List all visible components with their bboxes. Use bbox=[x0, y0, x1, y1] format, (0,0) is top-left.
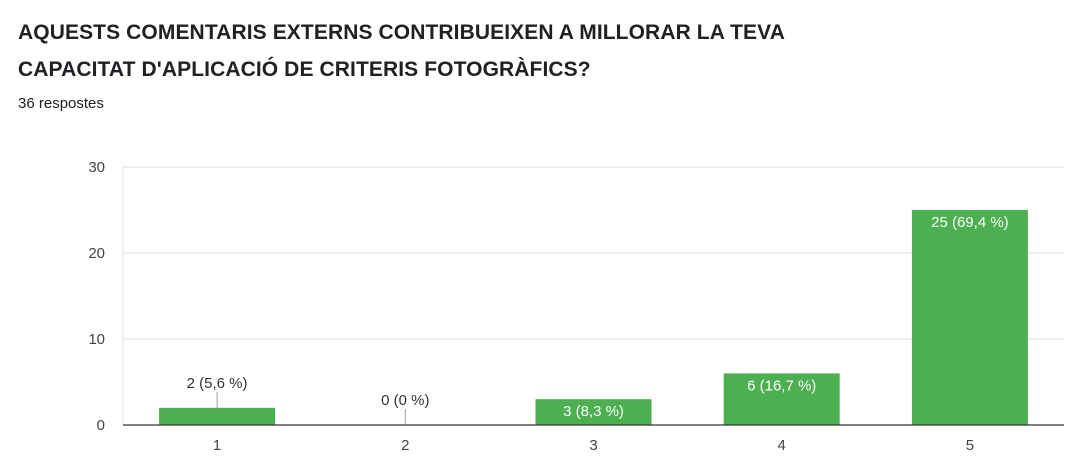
question-title: AQUESTS COMENTARIS EXTERNS CONTRIBUEIXEN… bbox=[18, 14, 1018, 88]
x-tick-label: 2 bbox=[401, 437, 409, 454]
x-tick-label: 1 bbox=[213, 437, 221, 454]
question-title-line-1: AQUESTS COMENTARIS EXTERNS CONTRIBUEIXEN… bbox=[18, 21, 785, 44]
data-label: 0 (0 %) bbox=[381, 392, 429, 409]
question-title-line-2: CAPACITAT D'APLICACIÓ DE CRITERIS FOTOGR… bbox=[18, 58, 591, 81]
data-label: 3 (8,3 %) bbox=[563, 403, 624, 420]
x-tick-label: 4 bbox=[778, 437, 786, 454]
data-label: 2 (5,6 %) bbox=[187, 375, 248, 392]
y-tick-label: 30 bbox=[88, 159, 105, 176]
y-tick-label: 10 bbox=[88, 331, 105, 348]
x-tick-label: 5 bbox=[966, 437, 974, 454]
bar bbox=[911, 210, 1028, 425]
bar bbox=[723, 373, 840, 425]
response-count: 36 respostes bbox=[18, 95, 104, 112]
y-tick-label: 0 bbox=[97, 417, 105, 434]
y-tick-label: 20 bbox=[88, 245, 105, 262]
bar bbox=[159, 407, 276, 425]
x-tick-label: 3 bbox=[589, 437, 597, 454]
bar bbox=[535, 399, 652, 425]
data-label: 25 (69,4 %) bbox=[931, 214, 1009, 231]
data-label: 6 (16,7 %) bbox=[747, 377, 816, 394]
